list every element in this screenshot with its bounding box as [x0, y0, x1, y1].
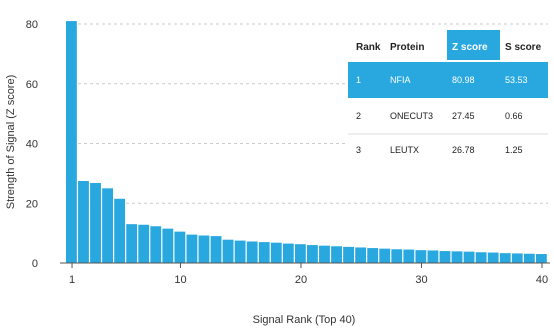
bar-rank-22 — [319, 245, 330, 263]
bar-rank-14 — [222, 239, 234, 263]
table-row-1-s-score: 53.53 — [505, 75, 528, 85]
bar-rank-33 — [451, 251, 463, 263]
bar-rank-21 — [307, 245, 318, 263]
bar-rank-25 — [355, 247, 367, 263]
bar-rank-39 — [523, 253, 535, 263]
bar-rank-4 — [102, 188, 113, 263]
bar-rank-15 — [234, 240, 246, 263]
table-row-3-z-score: 26.78 — [452, 145, 475, 155]
bar-rank-20 — [294, 244, 306, 263]
table-header-z-score: Z score — [452, 42, 488, 53]
bar-rank-36 — [487, 252, 499, 263]
x-tick-label: 20 — [295, 274, 307, 286]
bar-rank-8 — [150, 226, 162, 263]
table-row-3-s-score: 1.25 — [505, 145, 523, 155]
bar-rank-29 — [403, 249, 415, 263]
bar-rank-2 — [78, 180, 89, 263]
table-row-1-rank: 1 — [356, 75, 361, 85]
bar-rank-30 — [415, 250, 427, 263]
bar-rank-3 — [90, 182, 101, 263]
table-row-1-z-score: 80.98 — [452, 75, 475, 85]
y-axis-title: Strength of Signal (Z score) — [5, 75, 17, 210]
bar-rank-13 — [210, 236, 222, 263]
bar-rank-32 — [439, 251, 451, 263]
bar-rank-17 — [258, 242, 270, 263]
bar-rank-19 — [282, 243, 294, 263]
bar-rank-11 — [186, 234, 198, 263]
table-highlight-header — [447, 30, 500, 60]
bar-rank-40 — [535, 254, 547, 263]
bar-rank-31 — [427, 250, 439, 263]
y-tick-label: 0 — [32, 258, 38, 270]
table-row-3-rank: 3 — [356, 145, 361, 155]
y-tick-label: 80 — [26, 19, 38, 31]
bar-rank-37 — [499, 253, 511, 263]
bar-rank-7 — [138, 224, 150, 263]
x-tick-label: 30 — [415, 274, 427, 286]
bar-rank-1 — [66, 21, 77, 263]
y-axis-ticks: 0 20 40 60 80 — [26, 19, 38, 270]
bar-rank-35 — [475, 252, 487, 263]
x-axis-title: Signal Rank (Top 40) — [253, 314, 356, 326]
bar-rank-27 — [379, 248, 391, 263]
results-table: Rank Protein Z score S score 1 NFIA 80.9… — [348, 28, 548, 184]
x-tick-label: 1 — [69, 274, 75, 286]
table-header-rank: Rank — [356, 42, 381, 53]
table-header-protein: Protein — [390, 42, 424, 53]
table-row-1-protein: NFIA — [390, 75, 411, 85]
grid-lines — [66, 23, 548, 204]
bar-rank-18 — [270, 242, 282, 263]
bar-rank-16 — [246, 241, 258, 263]
bar-rank-24 — [343, 246, 354, 263]
x-tick-label: 40 — [536, 274, 548, 286]
bar-rank-12 — [198, 235, 210, 263]
y-tick-label: 40 — [26, 139, 38, 151]
table-row-3-protein: LEUTX — [390, 145, 419, 155]
bar-rank-38 — [511, 253, 523, 263]
table-row-2-protein: ONECUT3 — [390, 111, 433, 121]
y-tick-label: 20 — [26, 198, 38, 210]
y-tick-label: 60 — [26, 79, 38, 91]
bars — [66, 21, 547, 263]
bar-rank-28 — [391, 249, 403, 263]
table-row-2-s-score: 0.66 — [505, 111, 523, 121]
bar-rank-10 — [174, 231, 186, 263]
table-row-2-z-score: 27.45 — [452, 111, 475, 121]
bar-rank-5 — [114, 198, 126, 263]
bar-rank-26 — [367, 248, 379, 263]
bar-rank-34 — [463, 251, 475, 263]
x-tick-label: 10 — [174, 274, 186, 286]
table-row-2-rank: 2 — [356, 111, 361, 121]
bar-rank-9 — [162, 228, 174, 263]
bar-rank-23 — [331, 246, 342, 263]
bar-rank-6 — [126, 224, 138, 263]
table-highlight-row — [348, 62, 548, 98]
x-axis-ticks: 1 10 20 30 40 — [69, 263, 548, 286]
table-header-s-score: S score — [505, 42, 542, 53]
